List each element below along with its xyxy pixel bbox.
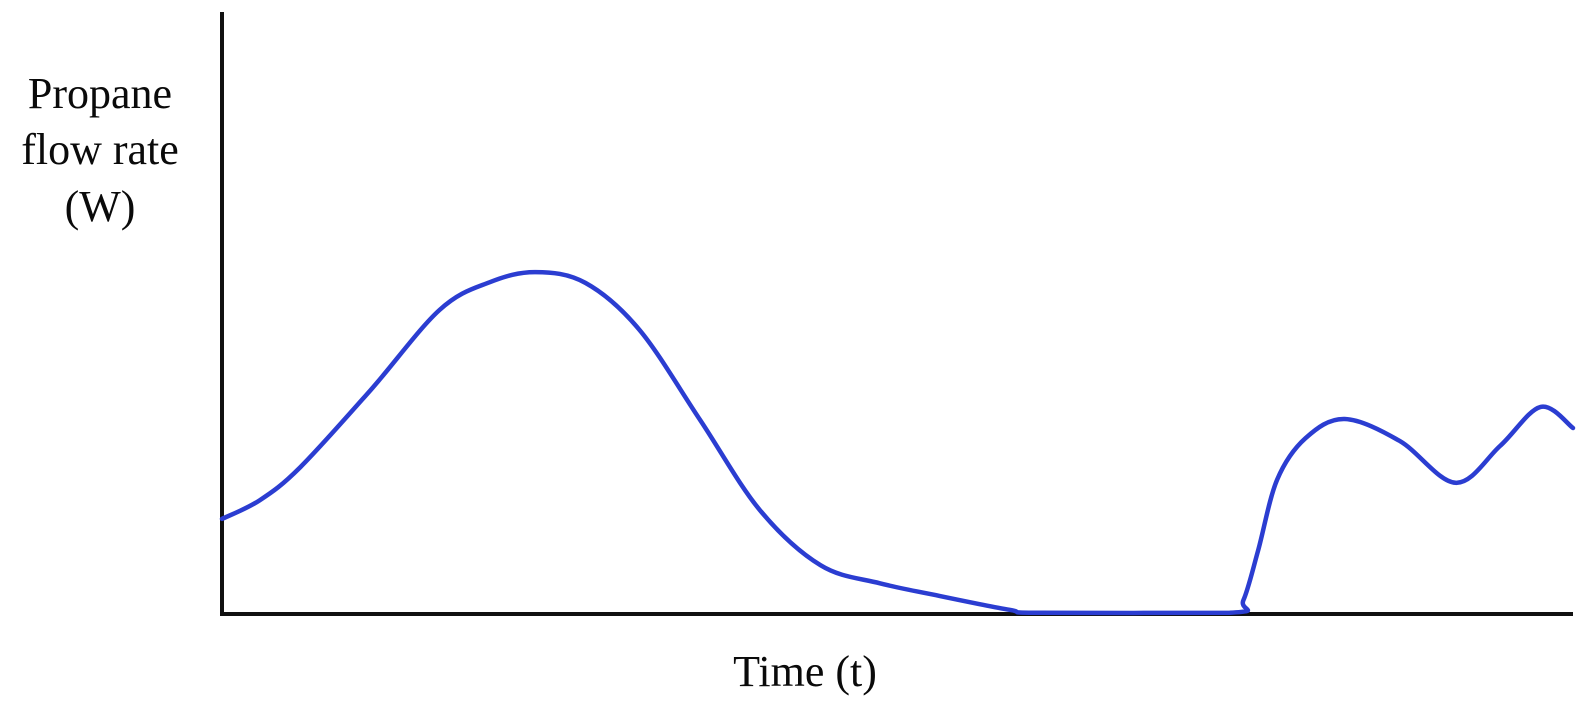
y-axis-label-line2: flow rate [21, 125, 179, 175]
y-axis-label: Propane flow rate (W) [10, 66, 190, 235]
y-axis-label-line3: (W) [64, 181, 136, 231]
x-axis-label: Time (t) [733, 647, 877, 696]
flow-curve [219, 269, 1576, 616]
y-axis-label-line1: Propane [27, 69, 173, 118]
